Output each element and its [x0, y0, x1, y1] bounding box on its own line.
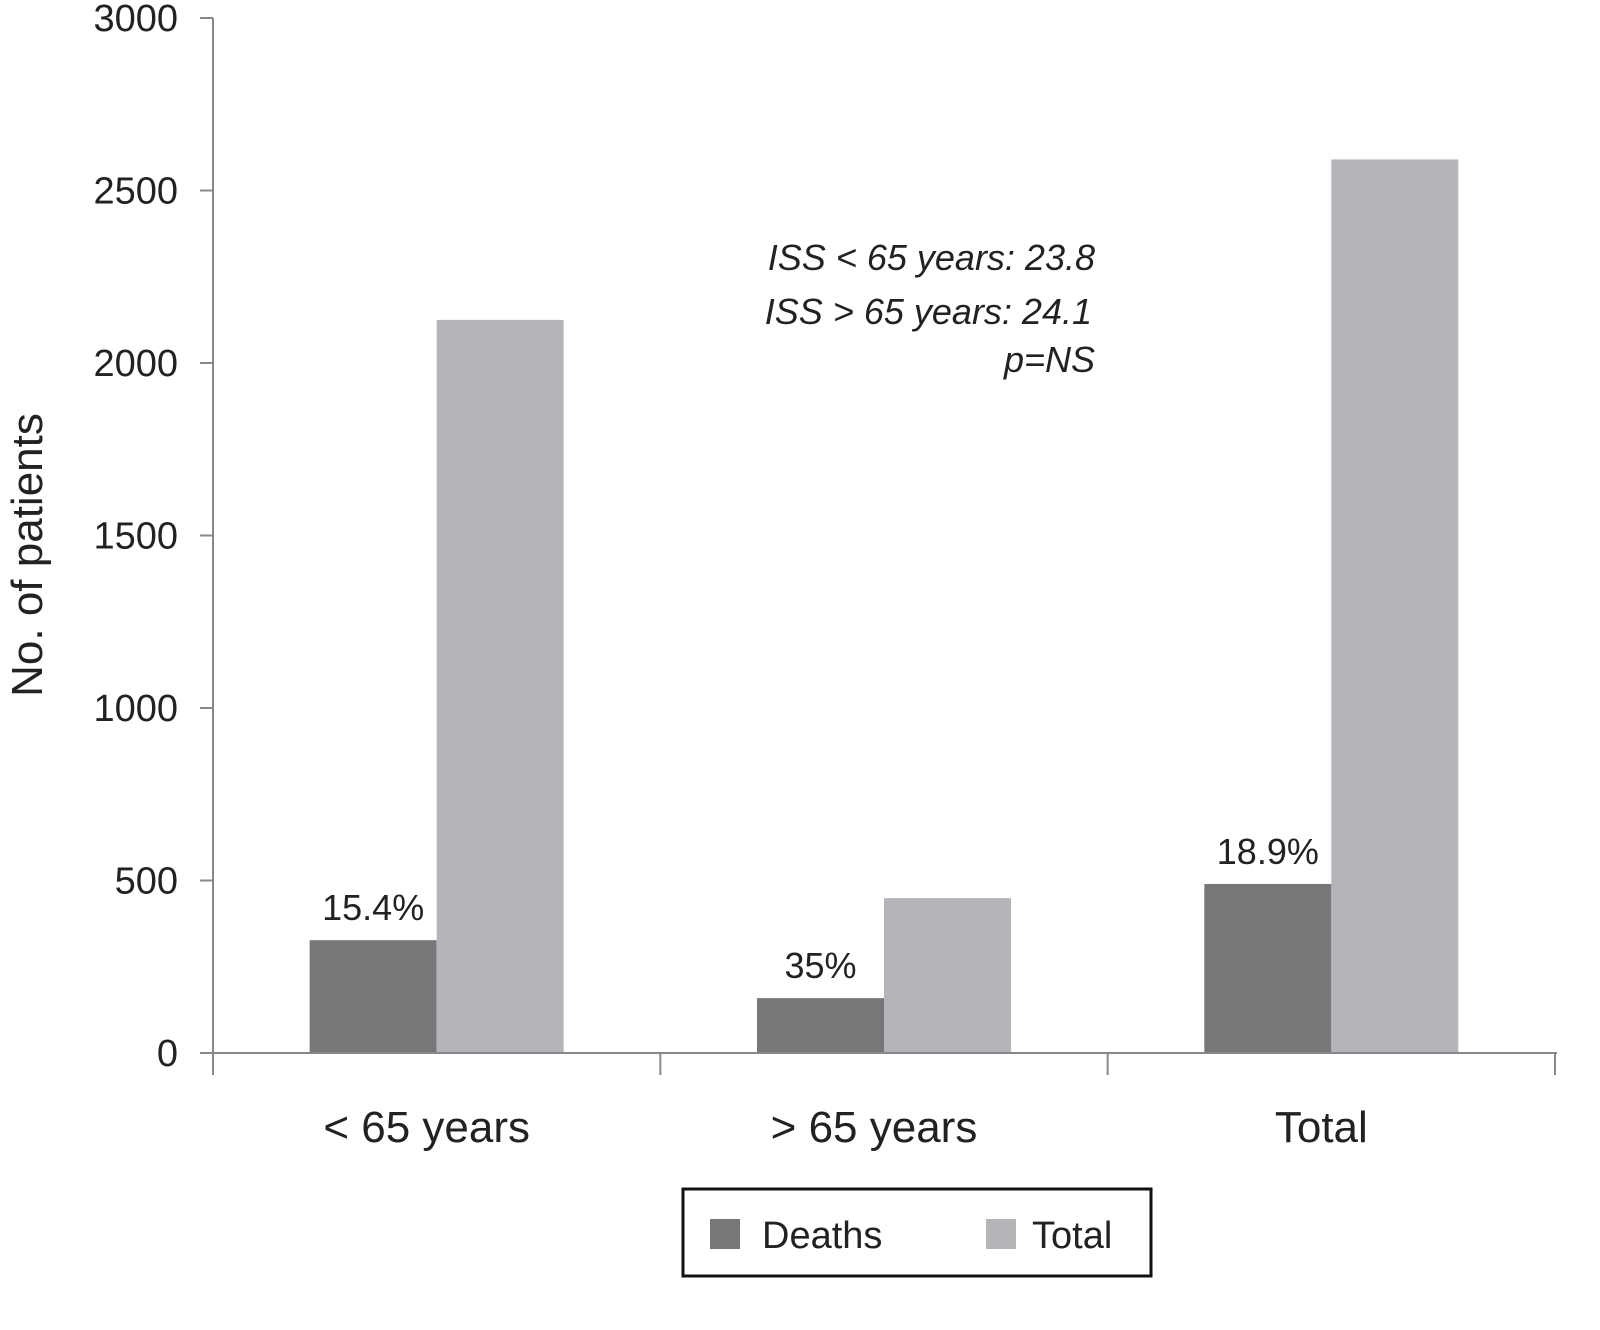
annotation-line: ISS > 65 years: 24.1: [765, 291, 1092, 332]
x-category-label: < 65 years: [323, 1103, 530, 1152]
y-tick-label: 3000: [93, 0, 178, 40]
annotation-line: ISS < 65 years: 23.8: [768, 237, 1095, 278]
y-axis-label: No. of patients: [3, 413, 52, 697]
legend: Deaths Total: [681, 1187, 1153, 1278]
annotation-line: p=NS: [1003, 339, 1095, 380]
bar-deaths-0: [309, 940, 437, 1053]
y-tick-label: 1000: [93, 688, 178, 730]
y-tick-label: 0: [157, 1033, 178, 1075]
x-category-label: Total: [1275, 1103, 1368, 1152]
bar-total-1: [884, 898, 1011, 1053]
y-tick-label: 2000: [93, 343, 178, 385]
y-tick-label: 500: [115, 861, 178, 903]
bar-total-0: [436, 319, 564, 1053]
y-tick-label: 2500: [93, 171, 178, 213]
bar-deaths-1: [757, 998, 884, 1053]
data-label: 35%: [784, 945, 856, 986]
legend-swatch-total: [986, 1219, 1016, 1249]
x-category-label: > 65 years: [771, 1103, 978, 1152]
data-label: 15.4%: [322, 887, 424, 928]
data-label: 18.9%: [1217, 831, 1319, 872]
y-tick-label: 1500: [93, 516, 178, 558]
bar-deaths-2: [1204, 883, 1332, 1053]
bar-total-2: [1331, 159, 1459, 1053]
legend-swatch-deaths: [710, 1219, 740, 1249]
legend-label-deaths: Deaths: [762, 1215, 882, 1257]
annotation: ISS < 65 years: 23.8 ISS > 65 years: 24.…: [765, 237, 1095, 380]
legend-label-total: Total: [1032, 1215, 1112, 1257]
